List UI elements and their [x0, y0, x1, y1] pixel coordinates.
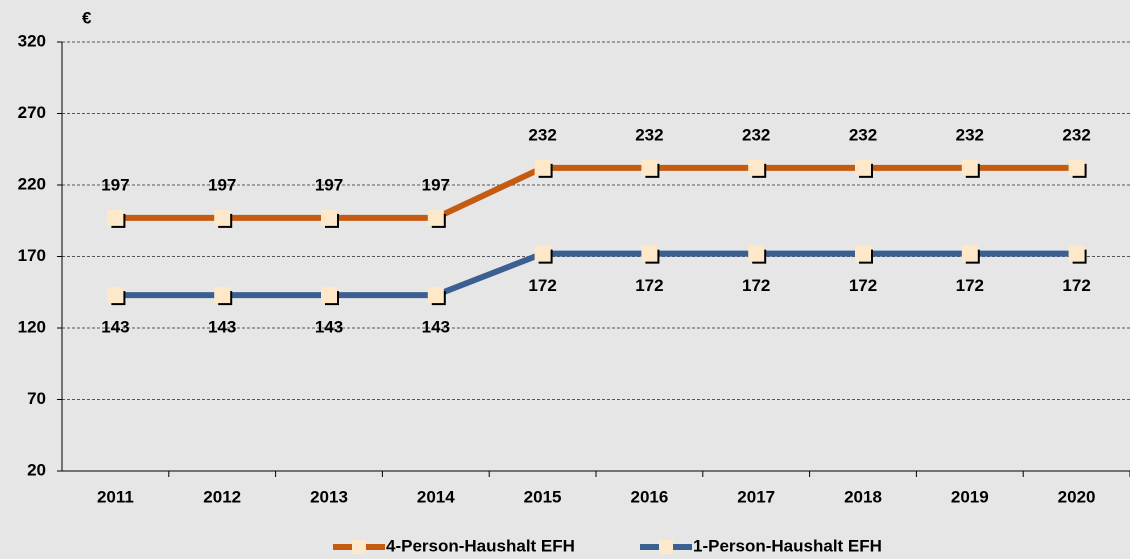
point [641, 159, 658, 176]
y-axis-label: € [82, 8, 92, 27]
y-tick-label: 70 [27, 389, 46, 408]
data-label: 143 [208, 318, 236, 337]
point [214, 209, 231, 226]
x-tick-label: 2013 [310, 487, 348, 506]
point [107, 287, 124, 304]
data-label: 143 [101, 318, 129, 337]
data-label: 172 [742, 276, 770, 295]
y-tick-label: 170 [18, 246, 46, 265]
x-tick-label: 2018 [844, 487, 882, 506]
y-tick-label: 20 [27, 460, 46, 479]
data-label: 232 [528, 125, 556, 144]
x-tick-label: 2014 [417, 487, 455, 506]
point [321, 209, 337, 226]
data-label: 232 [635, 125, 663, 144]
legend-label: 1-Person-Haushalt EFH [693, 536, 882, 555]
data-label: 197 [101, 175, 129, 194]
data-label: 197 [422, 175, 450, 194]
point [641, 245, 658, 262]
x-tick-label: 2019 [951, 487, 989, 506]
point [961, 245, 978, 262]
x-tick-label: 2016 [630, 487, 668, 506]
y-tick-label: 120 [18, 317, 46, 336]
data-label: 172 [635, 276, 663, 295]
x-tick-label: 2012 [203, 487, 241, 506]
point [427, 287, 444, 304]
data-label: 232 [849, 125, 877, 144]
data-label: 143 [315, 318, 343, 337]
point [534, 159, 551, 176]
data-label: 232 [956, 125, 984, 144]
point [427, 209, 444, 226]
legend-label: 4-Person-Haushalt EFH [386, 536, 575, 555]
x-tick-label: 2015 [524, 487, 562, 506]
data-label: 172 [1062, 276, 1090, 295]
legend-marker [659, 540, 673, 554]
line [115, 250, 1077, 299]
data-label: 197 [315, 175, 343, 194]
point [961, 159, 978, 176]
data-label: 197 [208, 175, 236, 194]
point [321, 287, 337, 304]
line [115, 164, 1077, 221]
point [1068, 245, 1085, 262]
point [748, 159, 765, 176]
data-label: 232 [1062, 125, 1090, 144]
point [214, 287, 231, 304]
x-tick-label: 2020 [1058, 487, 1096, 506]
data-label: 232 [742, 125, 770, 144]
point [534, 245, 551, 262]
legend-marker [352, 540, 366, 554]
data-label: 172 [849, 276, 877, 295]
point [855, 159, 871, 176]
y-tick-label: 320 [18, 31, 46, 50]
data-label: 172 [956, 276, 984, 295]
y-tick-label: 270 [18, 103, 46, 122]
point [855, 245, 871, 262]
x-tick-label: 2017 [737, 487, 775, 506]
x-tick-label: 2011 [97, 487, 134, 506]
point [1068, 159, 1085, 176]
point [107, 209, 124, 226]
y-tick-label: 220 [18, 174, 46, 193]
data-label: 172 [528, 276, 556, 295]
data-label: 143 [422, 318, 450, 337]
point [748, 245, 765, 262]
